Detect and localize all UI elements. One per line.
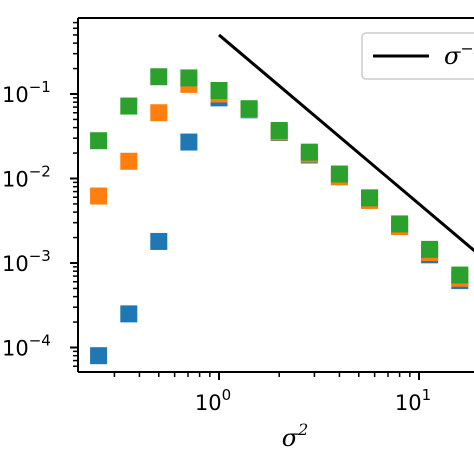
x-tick-label-exp: 0 bbox=[222, 386, 232, 404]
legend-label-base: σ bbox=[444, 42, 461, 70]
x-axis-label: σ2 bbox=[282, 420, 309, 452]
x-tick-label: 101 bbox=[395, 386, 431, 415]
data-point bbox=[421, 240, 439, 258]
legend: σ−2 bbox=[361, 32, 474, 80]
y-tick-label: 10−1 bbox=[2, 78, 51, 107]
y-tick-label-base: 10 bbox=[2, 252, 29, 276]
data-point bbox=[90, 187, 108, 205]
y-tick-label: 10−3 bbox=[2, 247, 51, 276]
data-point bbox=[210, 82, 228, 100]
x-tick-label-exp: 1 bbox=[422, 386, 432, 404]
y-tick-label-base: 10 bbox=[2, 337, 29, 361]
data-point bbox=[330, 165, 348, 183]
data-point bbox=[391, 215, 409, 233]
y-tick-label: 10−2 bbox=[2, 163, 51, 192]
y-tick-label-exp: −1 bbox=[29, 78, 51, 96]
data-point bbox=[180, 69, 198, 87]
y-tick-label-exp: −4 bbox=[29, 332, 51, 350]
x-axis-label-base: σ bbox=[282, 424, 299, 452]
series-2 bbox=[90, 75, 469, 287]
data-point bbox=[451, 266, 469, 284]
legend-label: σ−2 bbox=[444, 39, 474, 70]
y-tick-label: 10−4 bbox=[2, 332, 51, 361]
data-point bbox=[361, 189, 379, 207]
data-point bbox=[120, 305, 138, 323]
y-tick-label-exp: −3 bbox=[29, 247, 51, 265]
y-tick-label-base: 10 bbox=[2, 168, 29, 192]
data-point bbox=[90, 347, 108, 365]
data-point bbox=[300, 143, 318, 161]
y-tick-label-base: 10 bbox=[2, 83, 29, 107]
data-point bbox=[120, 97, 138, 115]
x-tick-label-base: 10 bbox=[395, 391, 422, 415]
data-point bbox=[150, 68, 168, 86]
legend-label-sup: −2 bbox=[460, 39, 474, 58]
data-point bbox=[120, 152, 138, 170]
reference-line bbox=[218, 33, 474, 253]
x-tick-label: 100 bbox=[195, 386, 231, 415]
data-point bbox=[90, 132, 108, 150]
data-point bbox=[150, 232, 168, 250]
data-point bbox=[240, 100, 258, 118]
marks-layer bbox=[90, 33, 474, 365]
data-point bbox=[270, 121, 288, 139]
x-tick-label-base: 10 bbox=[195, 391, 222, 415]
data-point bbox=[180, 133, 198, 151]
y-tick-label-exp: −2 bbox=[29, 163, 51, 181]
x-axis-label-sup: 2 bbox=[297, 420, 308, 439]
data-point bbox=[150, 104, 168, 122]
series-3 bbox=[90, 68, 469, 284]
